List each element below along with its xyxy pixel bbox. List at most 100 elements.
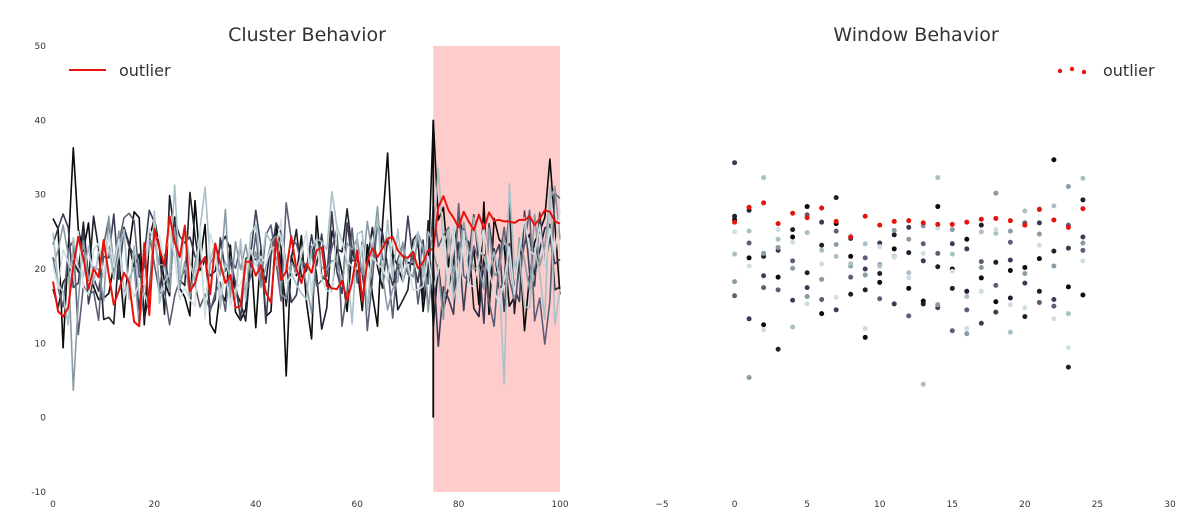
scatter-point (790, 298, 795, 303)
x-tick-label: 20 (1019, 500, 1031, 510)
scatter-point (790, 266, 795, 271)
scatter-point (1066, 184, 1071, 189)
scatter-point (863, 255, 868, 260)
cluster-behavior-panel: Cluster Behavior 0 20 40 60 80 100 -100102030… (31, 24, 569, 510)
scatter-point (819, 297, 824, 302)
scatter-point (921, 301, 926, 306)
scatter-point (1051, 249, 1056, 254)
scatter-point (993, 227, 998, 232)
scatter-point (906, 250, 911, 255)
scatter-point (950, 227, 955, 232)
outlier-scatter-point (892, 219, 897, 224)
scatter-point (1051, 297, 1056, 302)
scatter-point (1051, 316, 1056, 321)
scatter-point (892, 232, 897, 237)
scatter-point (776, 347, 781, 352)
y-tick-label: 50 (35, 42, 47, 52)
scatter-point (892, 255, 897, 260)
scatter-point (979, 259, 984, 264)
scatter-point (732, 293, 737, 298)
scatter-point (747, 316, 752, 321)
scatter-point (950, 252, 955, 257)
scatter-point (1037, 220, 1042, 225)
scatter-point (863, 287, 868, 292)
scatter-point (921, 251, 926, 256)
scatter-point (1051, 157, 1056, 162)
y-tick-label: -10 (31, 488, 46, 498)
scatter-point (950, 328, 955, 333)
scatter-point (1037, 289, 1042, 294)
scatter-point (1022, 314, 1027, 319)
scatter-point (790, 324, 795, 329)
scatter-point (935, 204, 940, 209)
scatter-point (761, 322, 766, 327)
outlier-scatter-point (906, 218, 911, 223)
scatter-point (979, 289, 984, 294)
outlier-scatter-point (1022, 223, 1027, 228)
chart-root: Cluster Behavior 0 20 40 60 80 100 -100102030… (0, 0, 1200, 530)
scatter-point (790, 235, 795, 240)
scatter-point (732, 229, 737, 234)
scatter-point (848, 292, 853, 297)
outlier-scatter-point (935, 222, 940, 227)
scatter-point (964, 237, 969, 242)
scatter-point (1080, 235, 1085, 240)
scatter-point (921, 382, 926, 387)
outlier-scatter-point (819, 206, 824, 211)
scatter-point (1008, 302, 1013, 307)
scatter-point (1008, 258, 1013, 263)
outlier-scatter-point (834, 219, 839, 224)
scatter-point (1080, 258, 1085, 263)
scatter-point (1051, 203, 1056, 208)
scatter-point (964, 331, 969, 336)
scatter-point (892, 301, 897, 306)
outlier-scatter-point (993, 216, 998, 221)
x-tick-label: 30 (1164, 500, 1176, 510)
x-tick-label: −5 (655, 500, 668, 510)
scatter-point (1037, 243, 1042, 248)
scatter-point (1080, 176, 1085, 181)
scatter-point (877, 244, 882, 249)
outlier-scatter-point (747, 205, 752, 210)
scatter-point (964, 326, 969, 331)
x-tick-label: 40 (250, 500, 262, 510)
scatter-point (1022, 271, 1027, 276)
scatter-point (1080, 240, 1085, 245)
scatter-point (979, 223, 984, 228)
scatter-point (1022, 265, 1027, 270)
outlier-scatter-point (776, 221, 781, 226)
scatter-point (979, 321, 984, 326)
scatter-point (993, 283, 998, 288)
y-tick-label: 30 (35, 191, 47, 201)
scatter-point (935, 251, 940, 256)
x-tick-label: 10 (874, 500, 886, 510)
scatter-point (819, 261, 824, 266)
window-legend: outlier (1058, 61, 1155, 80)
scatter-point (805, 230, 810, 235)
scatter-point (848, 261, 853, 266)
scatter-point (761, 175, 766, 180)
scatter-point (805, 301, 810, 306)
window-series-5 (732, 184, 1085, 380)
scatter-point (1008, 229, 1013, 234)
scatter-point (906, 270, 911, 275)
outlier-scatter-point (805, 215, 810, 220)
scatter-point (863, 335, 868, 340)
scatter-point (732, 214, 737, 219)
scatter-point (834, 242, 839, 247)
cluster-legend-label: outlier (119, 61, 171, 80)
window-behavior-panel: Window Behavior −5 0 5 10 15 20 25 30 outlier (655, 24, 1176, 510)
scatter-point (819, 277, 824, 282)
scatter-point (950, 241, 955, 246)
outlier-scatter-point (1066, 225, 1071, 230)
cluster-legend: outlier (69, 61, 171, 80)
scatter-point (1080, 197, 1085, 202)
window-series-6 (732, 175, 1085, 387)
scatter-point (805, 285, 810, 290)
scatter-point (979, 229, 984, 234)
scatter-point (747, 264, 752, 269)
legend-outlier-dot-marker (1082, 70, 1086, 74)
scatter-point (993, 310, 998, 315)
scatter-point (964, 307, 969, 312)
scatter-point (950, 286, 955, 291)
